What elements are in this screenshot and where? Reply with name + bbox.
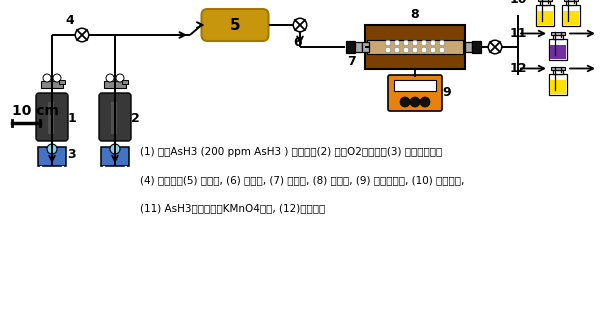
Text: 2: 2 [131,112,140,124]
Circle shape [412,47,418,53]
Bar [566,1,576,5]
Bar [538,0,552,1]
Text: 5: 5 [230,17,241,32]
Text: 10 cm: 10 cm [12,104,59,118]
Bar [540,1,550,5]
Bar [549,74,567,95]
Bar [562,5,580,26]
Bar [101,147,129,166]
Bar [59,80,65,84]
Text: (11) AsH3尾气吸附用KMnO4溶液, (12)出口测量: (11) AsH3尾气吸附用KMnO4溶液, (12)出口测量 [140,203,325,213]
FancyBboxPatch shape [36,93,68,141]
Text: 12: 12 [509,62,527,75]
Bar [38,147,66,166]
Circle shape [394,40,400,46]
Bar [355,42,362,52]
Bar [537,11,553,25]
Bar [551,32,565,35]
Bar [111,102,117,134]
Circle shape [53,74,61,82]
Bar [550,80,566,94]
Circle shape [110,144,120,154]
Bar [394,80,436,91]
Text: 10: 10 [509,0,527,6]
Bar [549,39,567,60]
Text: 7: 7 [347,55,355,68]
Bar [48,102,54,134]
Circle shape [412,40,418,46]
Bar [104,81,126,88]
Text: 4: 4 [65,14,74,27]
Circle shape [430,40,436,46]
Circle shape [394,47,400,53]
Circle shape [439,47,445,53]
Bar [536,5,554,26]
FancyBboxPatch shape [202,9,269,41]
Bar [346,41,355,53]
Circle shape [410,97,420,107]
Circle shape [421,40,427,46]
Text: 3: 3 [67,148,76,161]
Circle shape [106,74,114,82]
Bar [564,0,578,1]
Circle shape [385,40,391,46]
Circle shape [439,40,445,46]
Bar [563,11,579,25]
Text: 1: 1 [68,112,77,124]
Bar [362,42,369,52]
Circle shape [420,97,430,107]
FancyBboxPatch shape [388,75,442,111]
FancyBboxPatch shape [99,93,131,141]
Text: 6: 6 [293,36,302,49]
Circle shape [385,47,391,53]
Text: (4) 三通阀，(5) 混合器, (6) 三通阀, (7) 加热炉, (8) 吸附剂, (9) 温度控制器, (10) 入口测点,: (4) 三通阀，(5) 混合器, (6) 三通阀, (7) 加热炉, (8) 吸… [140,175,464,185]
Circle shape [403,47,409,53]
Circle shape [116,74,124,82]
Bar [41,81,63,88]
Text: 9: 9 [442,86,451,100]
Circle shape [403,40,409,46]
Circle shape [47,144,57,154]
Bar [367,40,463,54]
Bar [550,45,566,59]
Circle shape [43,74,51,82]
Bar [365,25,465,69]
Text: 8: 8 [410,8,419,21]
Bar [551,67,565,70]
Text: (1) 带有AsH3 (200 ppm AsH3 ) 的气缸，(2) 带有O2的气缸，(3) 质量流量计，: (1) 带有AsH3 (200 ppm AsH3 ) 的气缸，(2) 带有O2的… [140,147,442,157]
Circle shape [430,47,436,53]
Bar [472,41,481,53]
Bar [465,42,472,52]
Bar [553,35,563,39]
Bar [122,80,128,84]
Text: 11: 11 [509,27,527,40]
Bar [553,70,563,74]
Circle shape [421,47,427,53]
Circle shape [400,97,410,107]
